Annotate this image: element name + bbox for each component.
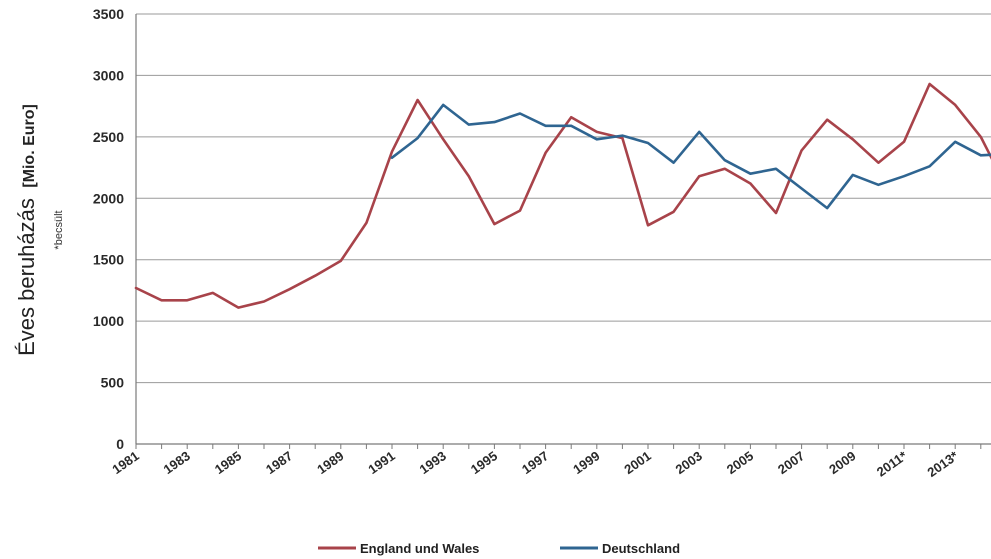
y-axis-note: *becsült xyxy=(53,210,65,249)
x-tick-labels: 1981 1983 1985 1987 1989 1991 1993 1995 1997 1999… xyxy=(109,444,982,480)
series-lines xyxy=(134,82,991,309)
y-axis-note-group: *becsült xyxy=(53,210,65,249)
y-tick-label: 1000 xyxy=(93,313,124,329)
y-tick-label: 2500 xyxy=(93,129,124,145)
y-tick-labels: 0 500 1000 1500 2000 2500 3000 3500 xyxy=(93,6,124,452)
x-tick-label: 2001 xyxy=(621,448,653,477)
y-axis-title: Éves beruházás [Mio. Euro] xyxy=(14,104,39,356)
x-tick-label: 1987 xyxy=(263,448,295,477)
x-tick-label: 2007 xyxy=(775,448,807,477)
x-tick-label: 1999 xyxy=(570,448,602,477)
x-tick-label: 1983 xyxy=(161,448,193,477)
svg-text:Éves beruházás [Mio. Eur: Éves beruházás [Mio. Euro] xyxy=(14,104,39,356)
y-tick-label: 500 xyxy=(101,375,125,391)
x-tick-label: 1981 xyxy=(109,448,141,477)
legend-label-deutschland: Deutschland xyxy=(602,541,680,556)
x-tick-label: 2005 xyxy=(724,448,756,477)
y-tick-label: 1500 xyxy=(93,252,124,268)
legend: England und Wales Deutschland xyxy=(318,541,680,556)
x-tick-label: 2009 xyxy=(826,448,858,477)
x-tick-label: 1997 xyxy=(519,448,551,477)
y-axis-label: Éves beruházás xyxy=(14,198,39,356)
x-tick-label: 1989 xyxy=(314,448,346,477)
gridlines xyxy=(136,13,991,384)
x-tick-label: 2011* xyxy=(874,448,911,480)
y-tick-label: 2000 xyxy=(93,190,124,206)
series-line-0 xyxy=(134,82,991,309)
x-tick-label: 1995 xyxy=(468,448,500,477)
y-tick-label: 3000 xyxy=(93,67,124,83)
x-tick-label: 1993 xyxy=(417,448,449,477)
legend-label-england: England und Wales xyxy=(360,541,479,556)
y-tick-label: 0 xyxy=(116,436,124,452)
y-tick-label: 3500 xyxy=(93,6,124,22)
y-axis-unit: [Mio. Euro] xyxy=(21,104,38,188)
series-line-1 xyxy=(390,103,991,210)
x-tick-label: 1991 xyxy=(365,448,397,477)
x-tick-label: 2013* xyxy=(924,448,961,480)
x-tick-label: 2003 xyxy=(673,448,705,477)
x-tick-label: 1985 xyxy=(212,448,244,477)
